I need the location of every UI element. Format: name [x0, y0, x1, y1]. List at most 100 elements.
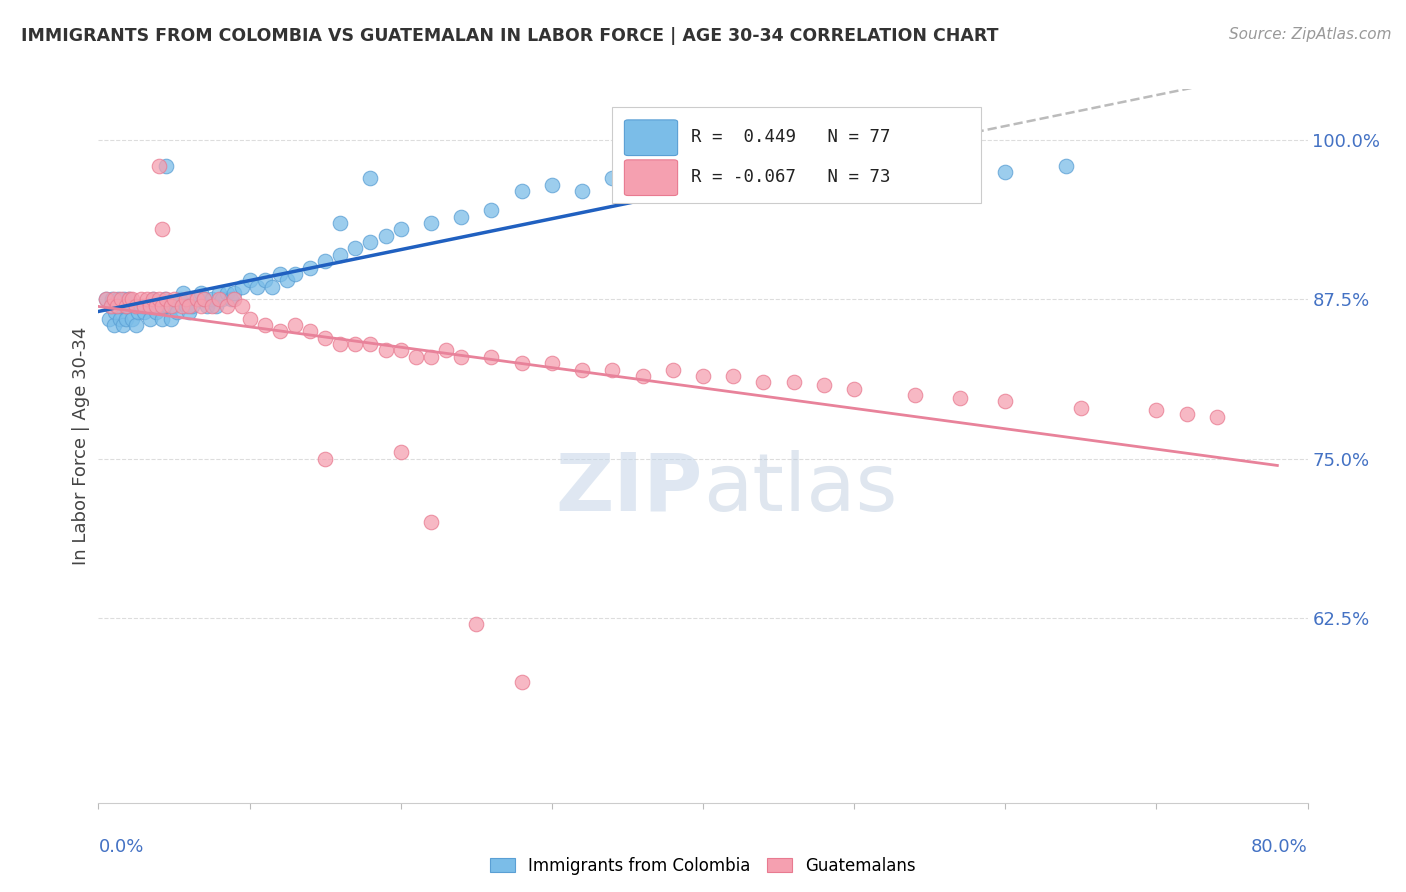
Text: ZIP: ZIP — [555, 450, 703, 528]
Point — [169, 293, 191, 307]
Point — [215, 299, 238, 313]
FancyBboxPatch shape — [624, 120, 678, 155]
Point — [662, 362, 685, 376]
Point — [783, 171, 806, 186]
Point — [253, 318, 276, 332]
Point — [150, 311, 173, 326]
Point — [314, 331, 336, 345]
Point — [132, 305, 155, 319]
Point — [94, 293, 117, 307]
Point — [110, 293, 132, 307]
FancyBboxPatch shape — [624, 160, 678, 195]
Point — [481, 350, 503, 364]
Point — [253, 273, 276, 287]
Point — [994, 165, 1017, 179]
Text: R =  0.449   N = 77: R = 0.449 N = 77 — [690, 128, 890, 146]
Point — [299, 324, 322, 338]
Point — [631, 165, 654, 179]
Point — [190, 286, 212, 301]
Point — [420, 516, 443, 530]
Point — [389, 343, 412, 358]
Point — [284, 318, 307, 332]
Point — [150, 299, 173, 313]
Point — [420, 216, 443, 230]
Point — [145, 299, 167, 313]
Text: 0.0%: 0.0% — [98, 838, 143, 856]
Point — [148, 299, 170, 313]
Point — [190, 299, 212, 313]
Point — [571, 362, 593, 376]
Point — [135, 299, 157, 313]
Point — [129, 293, 152, 307]
Point — [904, 388, 927, 402]
Point — [155, 293, 177, 307]
Text: R = -0.067   N = 73: R = -0.067 N = 73 — [690, 168, 890, 186]
Point — [208, 293, 231, 307]
Point — [156, 299, 179, 313]
Text: atlas: atlas — [703, 450, 897, 528]
Point — [107, 293, 129, 307]
Point — [360, 235, 382, 249]
Point — [994, 394, 1017, 409]
Point — [239, 311, 262, 326]
Point — [172, 286, 194, 301]
Point — [540, 356, 562, 370]
Point — [100, 299, 122, 313]
Point — [111, 318, 134, 332]
Point — [221, 293, 243, 307]
Point — [450, 210, 472, 224]
Point — [360, 171, 382, 186]
Point — [186, 293, 208, 307]
Point — [1206, 409, 1229, 424]
Point — [1070, 401, 1092, 415]
Point — [692, 368, 714, 383]
Point — [1054, 159, 1077, 173]
Point — [160, 299, 183, 313]
Point — [193, 293, 215, 307]
Point — [121, 311, 143, 326]
Point — [112, 293, 135, 307]
Point — [145, 305, 167, 319]
Point — [269, 267, 291, 281]
Point — [405, 350, 427, 364]
Point — [813, 377, 835, 392]
Point — [269, 324, 291, 338]
Point — [450, 350, 472, 364]
Point — [246, 279, 269, 293]
Point — [224, 286, 246, 301]
Text: Source: ZipAtlas.com: Source: ZipAtlas.com — [1229, 27, 1392, 42]
Point — [481, 203, 503, 218]
Point — [752, 376, 775, 390]
Point — [540, 178, 562, 192]
Point — [389, 445, 412, 459]
Point — [114, 311, 136, 326]
Point — [662, 159, 685, 173]
Point — [186, 293, 208, 307]
Point — [215, 286, 238, 301]
Point — [170, 299, 193, 313]
Point — [105, 299, 128, 313]
Point — [179, 299, 201, 313]
Point — [135, 293, 157, 307]
Point — [181, 299, 204, 313]
Point — [602, 171, 624, 186]
Point — [129, 299, 152, 313]
Point — [231, 279, 253, 293]
Point — [100, 299, 122, 313]
Point — [374, 343, 396, 358]
Point — [201, 293, 224, 307]
FancyBboxPatch shape — [613, 107, 981, 203]
Point — [148, 293, 170, 307]
Text: IMMIGRANTS FROM COLOMBIA VS GUATEMALAN IN LABOR FORCE | AGE 30-34 CORRELATION CH: IMMIGRANTS FROM COLOMBIA VS GUATEMALAN I… — [21, 27, 998, 45]
Point — [314, 451, 336, 466]
Text: 80.0%: 80.0% — [1251, 838, 1308, 856]
Point — [125, 299, 148, 313]
Point — [132, 299, 155, 313]
Point — [118, 293, 141, 307]
Point — [510, 674, 533, 689]
Point — [510, 356, 533, 370]
Point — [465, 617, 488, 632]
Point — [374, 228, 396, 243]
Point — [631, 368, 654, 383]
Point — [602, 362, 624, 376]
